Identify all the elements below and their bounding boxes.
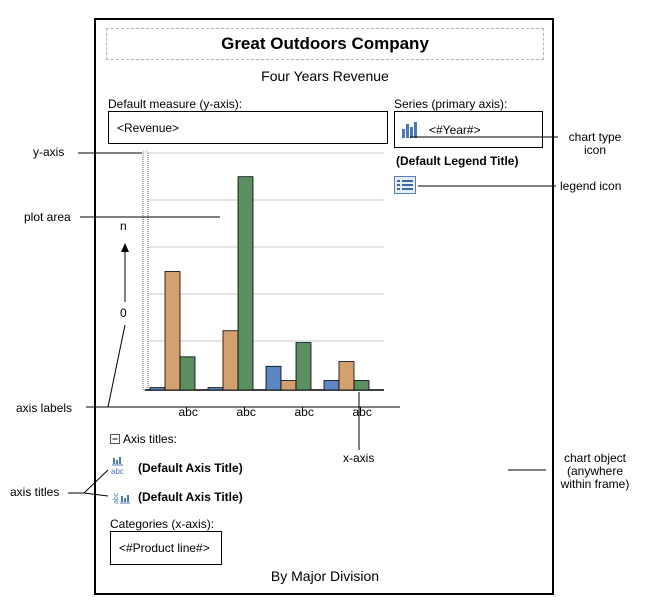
bar-s0-c0 [149, 387, 166, 391]
series-dropzone[interactable]: <#Year#> [394, 111, 543, 148]
categories-dropzone[interactable]: <#Product line#> [110, 531, 222, 565]
legend-title[interactable]: (Default Legend Title) [396, 154, 519, 168]
bar-s0-c3 [323, 380, 340, 391]
x-axis-tick-label: abc [178, 405, 198, 419]
y-axis[interactable] [142, 151, 149, 391]
chart-subtitle[interactable]: Four Years Revenue [261, 68, 389, 84]
chart-title[interactable]: Great Outdoors Company [106, 28, 544, 60]
series-label: Series (primary axis): [394, 97, 508, 111]
categories-label: Categories (x-axis): [110, 517, 215, 531]
callout-axis-labels: axis labels [16, 401, 73, 415]
x-axis-title[interactable]: (Default Axis Title) [138, 461, 243, 475]
y-axis-max-label: n [120, 219, 127, 233]
callout-chart-type-icon: chart type icon [568, 130, 622, 157]
y-axis-title-icon[interactable]: abc [110, 486, 130, 506]
svg-text:abc: abc [111, 467, 124, 476]
plot-area[interactable] [142, 151, 384, 391]
svg-text:abc: abc [113, 492, 120, 504]
bar-s2-c0 [179, 356, 196, 391]
axis-titles-label: Axis titles: [123, 432, 178, 446]
bar-s2-c2 [295, 342, 312, 391]
x-axis-tick-label: abc [294, 405, 314, 419]
y-axis-min-label: 0 [120, 306, 127, 320]
bar-s1-c2 [280, 380, 297, 391]
bar-s2-c1 [237, 176, 254, 391]
callout-plot-area: plot area [24, 210, 71, 224]
callout-chart-object: chart object (anywhere within frame) [560, 451, 630, 491]
default-measure-dropzone[interactable]: <Revenue> [108, 111, 388, 144]
default-measure-label: Default measure (y-axis): [108, 97, 243, 111]
callout-y-axis: y-axis [33, 145, 65, 159]
bar-s0-c1 [207, 387, 224, 391]
bar-s2-c3 [353, 380, 370, 391]
chart-type-icon[interactable] [401, 121, 419, 139]
series-value: <#Year#> [429, 122, 481, 137]
x-axis-tick-label: abc [236, 405, 256, 419]
axis-titles-section[interactable]: Axis titles: [110, 432, 177, 446]
callout-axis-titles: axis titles [10, 485, 60, 499]
x-axis-title-icon[interactable]: abc [110, 456, 130, 476]
bar-s1-c1 [222, 330, 239, 391]
callout-legend-icon: legend icon [560, 179, 622, 193]
collapse-icon[interactable] [110, 434, 120, 444]
bar-s1-c3 [338, 361, 355, 391]
x-axis-tick-label: abc [352, 405, 372, 419]
y-axis-title[interactable]: (Default Axis Title) [138, 490, 243, 504]
legend-icon[interactable] [394, 176, 416, 194]
chart-footer[interactable]: By Major Division [270, 568, 380, 584]
bar-s1-c0 [164, 271, 181, 391]
callout-x-axis: x-axis [343, 451, 375, 465]
chart-object-frame[interactable] [94, 18, 554, 595]
bar-s0-c2 [265, 365, 282, 391]
